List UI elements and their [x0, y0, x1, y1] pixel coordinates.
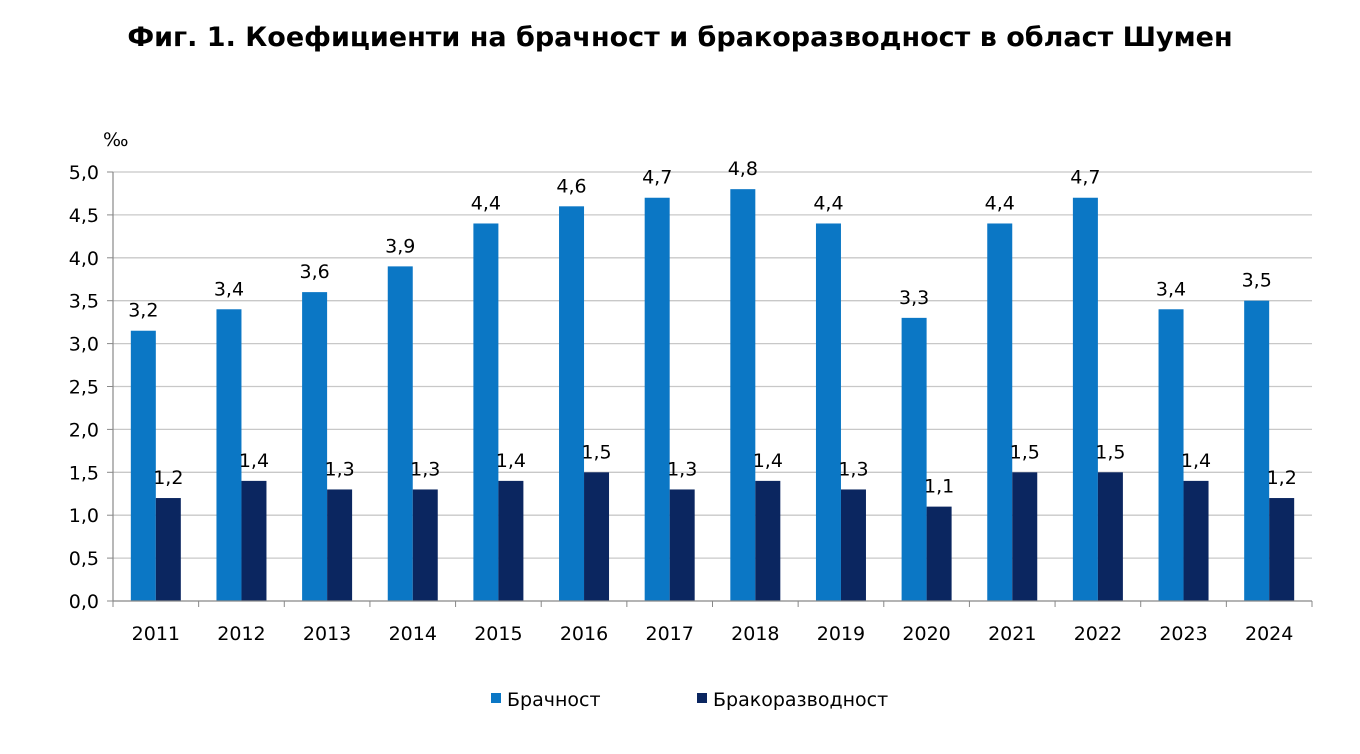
data-label: 1,4 [1181, 450, 1211, 472]
legend-swatch [491, 693, 501, 703]
data-label: 3,6 [299, 261, 329, 283]
bar-brakorazvodnost-2018 [755, 480, 781, 601]
data-label: 1,4 [496, 450, 526, 472]
bar-brachnost-2011 [130, 330, 156, 601]
bar-brakorazvodnost-2019 [840, 489, 866, 601]
x-tick-label: 2016 [560, 623, 608, 645]
data-label: 1,5 [1095, 441, 1125, 463]
bar-brachnost-2020 [901, 317, 927, 601]
bar-brachnost-2016 [559, 206, 585, 601]
bar-brakorazvodnost-2017 [669, 489, 695, 601]
chart-title: Фиг. 1. Коефициенти на брачност и бракор… [127, 22, 1233, 53]
data-label: 1,3 [667, 458, 697, 480]
bar-brachnost-2013 [302, 292, 328, 601]
data-label: 1,2 [1267, 467, 1297, 489]
data-label: 3,9 [385, 235, 415, 257]
bar-brachnost-2019 [815, 223, 841, 602]
data-label: 1,1 [924, 476, 954, 498]
data-label: 3,5 [1242, 270, 1272, 292]
x-tick-label: 2023 [1159, 623, 1207, 645]
data-label: 4,7 [1070, 167, 1100, 189]
y-tick-label: 1,5 [69, 462, 99, 484]
bar-brakorazvodnost-2012 [241, 480, 267, 601]
y-tick-label: 1,0 [69, 505, 99, 527]
legend-swatch [697, 693, 707, 703]
data-label: 4,6 [556, 175, 586, 197]
x-tick-label: 2015 [474, 623, 522, 645]
bar-brakorazvodnost-2011 [155, 498, 181, 601]
y-tick-label: 0,0 [69, 591, 99, 613]
bar-brachnost-2024 [1244, 300, 1270, 601]
legend-label: Бракоразводност [713, 689, 888, 711]
y-tick-label: 2,5 [69, 377, 99, 399]
bar-brakorazvodnost-2016 [584, 472, 610, 601]
data-label: 1,4 [239, 450, 269, 472]
y-tick-label: 4,5 [69, 205, 99, 227]
data-label: 1,5 [1010, 441, 1040, 463]
axes: 0,0 0,5 1,0 1,5 2,0 2,5 3,0 3,5 4,0 4,5 5,0 2011 201… [69, 162, 1313, 645]
data-label: 1,3 [324, 458, 354, 480]
data-label: 4,8 [728, 158, 758, 180]
bar-brachnost-2023 [1158, 309, 1184, 601]
x-tick-label: 2022 [1074, 623, 1122, 645]
bar-brakorazvodnost-2024 [1269, 498, 1295, 601]
bar-brakorazvodnost-2020 [926, 506, 952, 601]
bar-brakorazvodnost-2013 [327, 489, 353, 601]
x-tick-label: 2013 [303, 623, 351, 645]
bar-brakorazvodnost-2014 [412, 489, 438, 601]
data-label: 4,4 [985, 192, 1015, 214]
x-tick-label: 2018 [731, 623, 779, 645]
x-tick-label: 2011 [132, 623, 180, 645]
bar-brachnost-2014 [387, 266, 413, 601]
y-tick-label: 3,0 [69, 334, 99, 356]
bar-brakorazvodnost-2021 [1012, 472, 1038, 601]
legend: Брачност Бракоразводност [491, 689, 888, 711]
data-labels: 3,2 1,2 3,4 1,4 3,6 1,3 3,9 1,3 4,4 1,4 4,6 1,5 4,7 1… [128, 158, 1297, 497]
x-tick-label: 2014 [389, 623, 437, 645]
bar-brakorazvodnost-2023 [1183, 480, 1209, 601]
x-tick-label: 2012 [217, 623, 265, 645]
y-tick-label: 3,5 [69, 291, 99, 313]
data-label: 3,4 [1156, 278, 1186, 300]
bar-brachnost-2017 [644, 197, 670, 602]
bar-brakorazvodnost-2022 [1097, 472, 1123, 601]
x-tick-label: 2017 [645, 623, 693, 645]
y-tick-label: 0,5 [69, 548, 99, 570]
x-tick-label: 2024 [1245, 623, 1293, 645]
y-axis-unit: ‰ [103, 129, 129, 151]
y-tick-label: 4,0 [69, 248, 99, 270]
bar-brachnost-2021 [987, 223, 1013, 602]
bar-brachnost-2012 [216, 309, 242, 601]
data-label: 4,4 [471, 192, 501, 214]
y-tick-label: 2,0 [69, 419, 99, 441]
legend-label: Брачност [507, 689, 601, 711]
gridlines [113, 171, 1312, 559]
data-label: 1,3 [838, 458, 868, 480]
data-label: 3,2 [128, 300, 158, 322]
bar-brachnost-2015 [473, 223, 499, 602]
data-label: 1,4 [753, 450, 783, 472]
bar-brachnost-2022 [1072, 197, 1098, 602]
data-label: 4,7 [642, 167, 672, 189]
x-tick-label: 2021 [988, 623, 1036, 645]
data-label: 4,4 [813, 192, 843, 214]
x-tick-label: 2019 [817, 623, 865, 645]
bar-brakorazvodnost-2015 [498, 480, 524, 601]
y-tick-label: 5,0 [69, 162, 99, 184]
data-label: 1,3 [410, 458, 440, 480]
data-label: 1,5 [581, 441, 611, 463]
x-tick-label: 2020 [902, 623, 950, 645]
data-label: 1,2 [153, 467, 183, 489]
data-label: 3,4 [214, 278, 244, 300]
data-label: 3,3 [899, 287, 929, 309]
bars [130, 189, 1295, 602]
bar-brachnost-2018 [730, 189, 756, 601]
